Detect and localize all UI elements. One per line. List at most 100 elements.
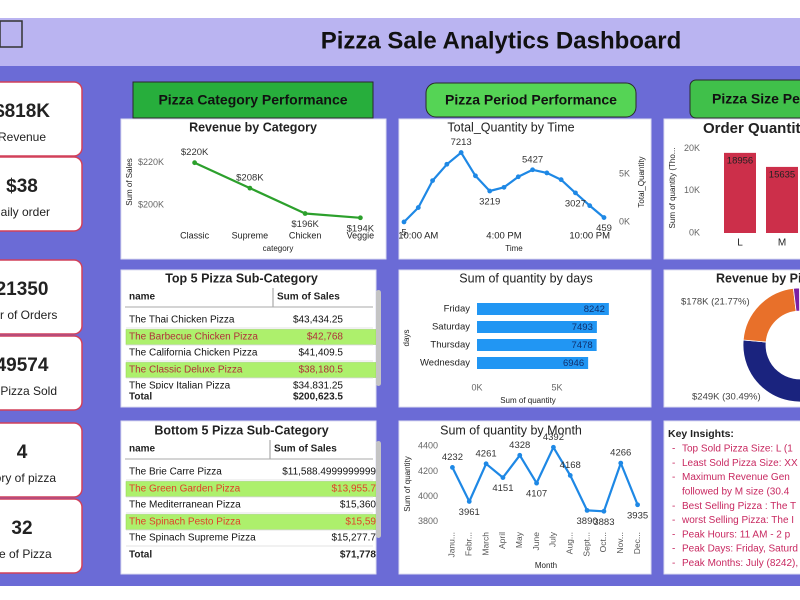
total-cell: Total [129,550,152,561]
bar [477,303,609,315]
x-tick-label: Nov... [615,532,625,554]
y-tick-label: Thursday [430,340,470,351]
bullet-mark: - [672,558,675,569]
point [515,174,521,180]
cell: The Thai Chicken Pizza [129,315,235,326]
x-tick-label: Veggie [347,230,375,240]
insight-text: followed by M size (30.4 [682,487,790,498]
point [530,167,535,173]
cell: The Spinach Supreme Pizza [129,533,256,544]
data-label: 4261 [476,448,497,459]
y-tick-label: 20K [684,143,700,153]
chart-title: Revenue by Pi [716,271,800,285]
y-tick-label: 4000 [418,491,438,501]
insight-text: Maximum Revenue Gen [682,472,790,483]
panel-content: Revenue by Category $200K $220K Classic Supr… [125,120,375,253]
chart-title: Total_Quantity by Time [447,120,574,134]
menu-icon[interactable] [0,20,23,48]
point [483,461,489,467]
section-header [689,79,800,119]
bullet-mark: - [672,515,675,526]
x-axis-label: category [263,244,294,253]
bullet-mark: - [672,472,675,483]
cell: The California Chicken Pizza [129,348,258,359]
kpi-label: daily order [0,205,50,219]
cell: The Brie Carre Pizza [129,467,222,478]
data-label: 15635 [769,169,795,180]
chart-title: Sum of quantity by days [459,271,592,285]
y-tick-label: 4400 [418,441,438,451]
bar [724,152,756,233]
point [601,215,607,220]
data-label: 3890 [577,516,598,527]
y-tick-label: 4200 [418,466,438,476]
data-label: $196K [291,219,319,230]
x-tick-label: Dec... [632,532,642,554]
point [466,499,472,504]
point [587,203,593,209]
data-label: 3883 [593,517,614,528]
section-title: Pizza Category Performance [158,92,347,108]
panel [663,420,800,575]
cell: $41,409.5 [299,348,344,359]
point [501,184,507,190]
kpi-value: 49574 [0,355,49,376]
insight-text: Peak Days: Friday, Saturd [682,544,798,555]
cell: The Classic Deluxe Pizza [129,365,243,376]
scrollbar[interactable] [376,441,381,538]
data-label: $220K [181,147,209,158]
total-cell: $200,623.5 [293,392,343,403]
cell: The Barbecue Chicken Pizza [129,332,258,343]
x-tick-label: Classic [180,230,210,240]
column-header: name [129,292,156,303]
x-tick-label: March [480,532,490,556]
panel-content: Top 5 Pizza Sub-Category name Sum of Sales… [122,271,376,405]
kpi-label: ber of Orders [0,308,57,322]
bullet-mark: - [672,501,675,512]
data-label: 7478 [572,340,593,351]
data-label: 3961 [459,507,480,518]
cell: $15,360 [340,500,377,511]
point [618,460,624,466]
panel-content: Sum of quantity by Month 3800 4000 4200 4400… [403,423,648,570]
data-label: $249K (30.49%) [692,392,761,403]
section-header [132,81,374,119]
bullet-mark: - [672,458,675,469]
y-axis-label: days [402,330,411,347]
x-tick-label: Aug... [565,532,575,554]
line [451,446,639,513]
panel-content: Key Insights:- Top Sold Pizza Size: L (1-… [668,428,798,569]
scrollbar[interactable] [376,290,381,386]
header-bar [0,18,800,66]
y-tick-label: 3800 [418,516,438,526]
data-label: 4392 [543,432,564,443]
y-tick-label: 0K [619,216,630,226]
insights-title: Key Insights: [668,428,734,440]
kpi-card [0,81,83,157]
y-tick-label: 0K [689,227,700,237]
data-label: 4232 [442,452,463,463]
x-tick-label: 0K [471,382,482,392]
cell: $15,59 [345,517,376,528]
y-tick-label: $200K [138,199,164,209]
total-mask [122,547,375,563]
x-tick-label: M [778,238,786,249]
section-header [425,82,637,118]
cell: $15,277.7 [332,533,377,544]
kpi-value: $38 [6,176,38,197]
data-label: 4107 [526,489,547,500]
x-tick-label: 5K [551,382,562,392]
cell: The Mediterranean Pizza [129,500,241,511]
section-title: Pizza Size Pe [712,91,800,107]
x-tick-label: Supreme [232,230,269,240]
point [601,508,607,514]
chart-title: Order Quantit [703,120,800,137]
column-header: Sum of Sales [277,292,340,303]
table-title: Bottom 5 Pizza Sub-Category [154,423,328,437]
x-axis-label: Month [535,561,557,570]
point [584,508,590,513]
cell: The Spinach Pesto Pizza [129,517,241,528]
kpi-label: gory of pizza [0,471,56,485]
